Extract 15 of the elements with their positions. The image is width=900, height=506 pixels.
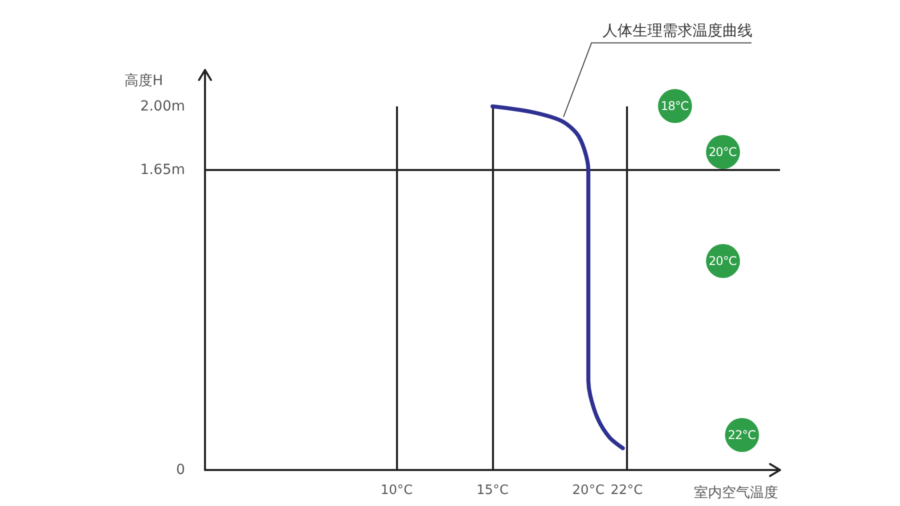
x-tick-label: 22°C bbox=[610, 483, 643, 498]
x-tick-label: 10°C bbox=[380, 483, 413, 498]
text: 人体生理需求温度曲线 bbox=[602, 21, 752, 40]
x-tick-label: 20°C bbox=[572, 483, 604, 498]
y-axis-title: 高度H bbox=[124, 73, 163, 89]
line-series bbox=[490, 104, 625, 450]
y-tick-label: 0 bbox=[176, 462, 185, 478]
y-tick-label: 2.00m bbox=[140, 98, 185, 114]
temperature-badge: 22°C bbox=[724, 418, 759, 452]
y-tick-label: 1.65m bbox=[140, 162, 185, 178]
temperature-badge: 20°C bbox=[706, 244, 740, 278]
temperature-badge: 18°C bbox=[658, 89, 692, 124]
temperature-badge: 20°C bbox=[706, 134, 740, 169]
x-axis-title: 室内空气温度 bbox=[694, 485, 778, 501]
x-tick-label: 15°C bbox=[476, 483, 509, 498]
